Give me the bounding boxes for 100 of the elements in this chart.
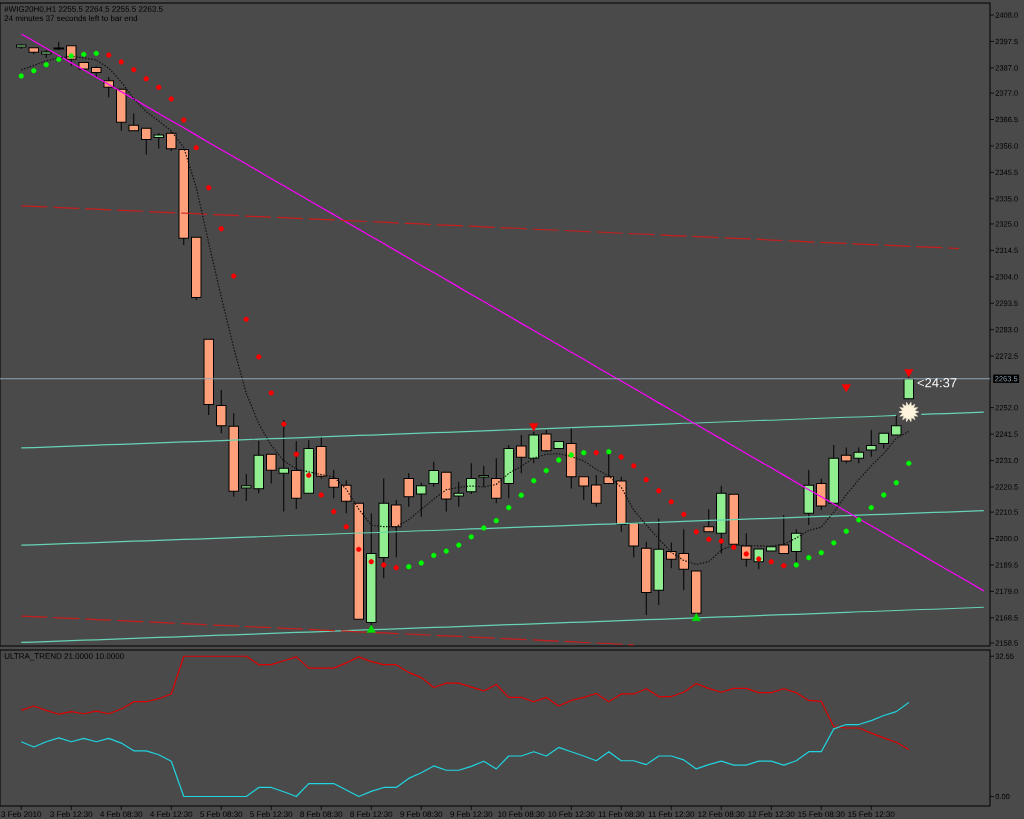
point [906,460,912,466]
point [568,452,574,458]
point [606,449,612,455]
candlestick [478,465,490,488]
point [581,450,587,456]
point [406,564,412,570]
candlestick [191,236,202,301]
point [231,273,237,279]
candlestick [128,112,139,132]
candlestick [91,65,102,78]
point [393,565,399,571]
point [831,540,837,546]
x-tick-label: 5 Feb 08:30 [200,811,243,818]
point [618,454,624,460]
point [156,84,162,90]
point [81,51,87,57]
point [381,562,387,568]
point [18,73,24,79]
candlestick [391,499,402,558]
point [818,550,824,556]
point [793,562,799,568]
point [366,624,376,633]
point [118,59,124,65]
point [368,559,374,565]
point [443,548,449,554]
point [356,546,362,552]
point [856,517,862,523]
x-tick-label: 4 Feb 08:30 [100,811,143,818]
x-tick-label: 11 Feb 08:30 [598,811,645,818]
point [343,524,349,530]
point [691,613,701,622]
point [43,62,49,68]
candlestick [228,412,240,498]
point [431,552,437,558]
x-tick-label: 9 Feb 08:30 [400,811,443,818]
candlestick [791,528,802,566]
candlestick [116,88,127,132]
candlestick [466,462,477,495]
point [556,457,562,463]
point [268,390,274,396]
point [743,551,749,557]
point [318,492,324,498]
point [898,401,920,422]
point [681,511,687,517]
point [93,50,99,56]
point [893,480,899,486]
point [168,96,174,102]
x-tick-label: 15 Feb 12:30 [848,811,895,818]
candlestick [428,461,440,488]
point [529,423,539,432]
point [218,226,224,232]
point [643,477,649,483]
point [456,542,462,548]
point [143,76,149,82]
point [531,478,537,484]
candlestick [316,436,327,479]
annotation: <24:37 [917,378,957,388]
candlestick [703,508,715,533]
point [518,492,524,498]
candlestick [216,389,227,434]
point [718,538,724,544]
x-tick-label: 12 Feb 12:30 [748,811,795,818]
point [106,52,112,58]
candlestick [416,482,427,518]
point [418,560,424,566]
point [843,528,849,534]
point [306,472,312,478]
point [656,488,662,494]
point [256,354,262,360]
x-tick-label: 11 Feb 12:30 [648,811,695,818]
point [668,499,674,505]
point [293,451,299,457]
point [131,67,137,73]
point [281,421,287,427]
x-tick-label: 3 Feb 2010 [1,811,42,818]
point [631,463,637,469]
point [731,544,737,550]
candlestick [891,414,902,436]
candlestick [203,338,215,416]
point [56,56,62,62]
point [904,369,914,378]
point [331,509,337,515]
point [243,316,249,322]
candlestick [803,469,815,526]
point [693,529,699,535]
candlestick [878,432,890,449]
point [468,534,474,540]
x-tick-label: 5 Feb 12:30 [250,811,293,818]
point [781,563,787,569]
point [868,504,874,511]
point [806,555,812,561]
point [768,559,774,565]
candlestick [341,479,352,514]
x-tick-label: 9 Feb 12:30 [450,811,493,818]
point [506,504,512,511]
point [706,536,712,542]
point [193,145,199,151]
candlestick [866,429,877,458]
point [593,450,599,456]
point [206,185,212,191]
